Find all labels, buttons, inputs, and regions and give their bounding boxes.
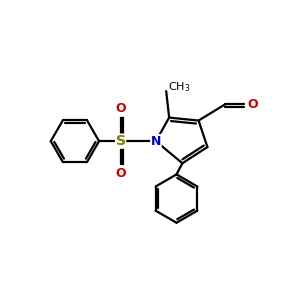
Text: O: O	[115, 102, 126, 115]
Text: O: O	[248, 98, 258, 111]
Text: S: S	[116, 134, 126, 148]
Text: CH$_3$: CH$_3$	[168, 81, 190, 94]
Text: N: N	[151, 135, 161, 148]
Text: O: O	[115, 167, 126, 180]
